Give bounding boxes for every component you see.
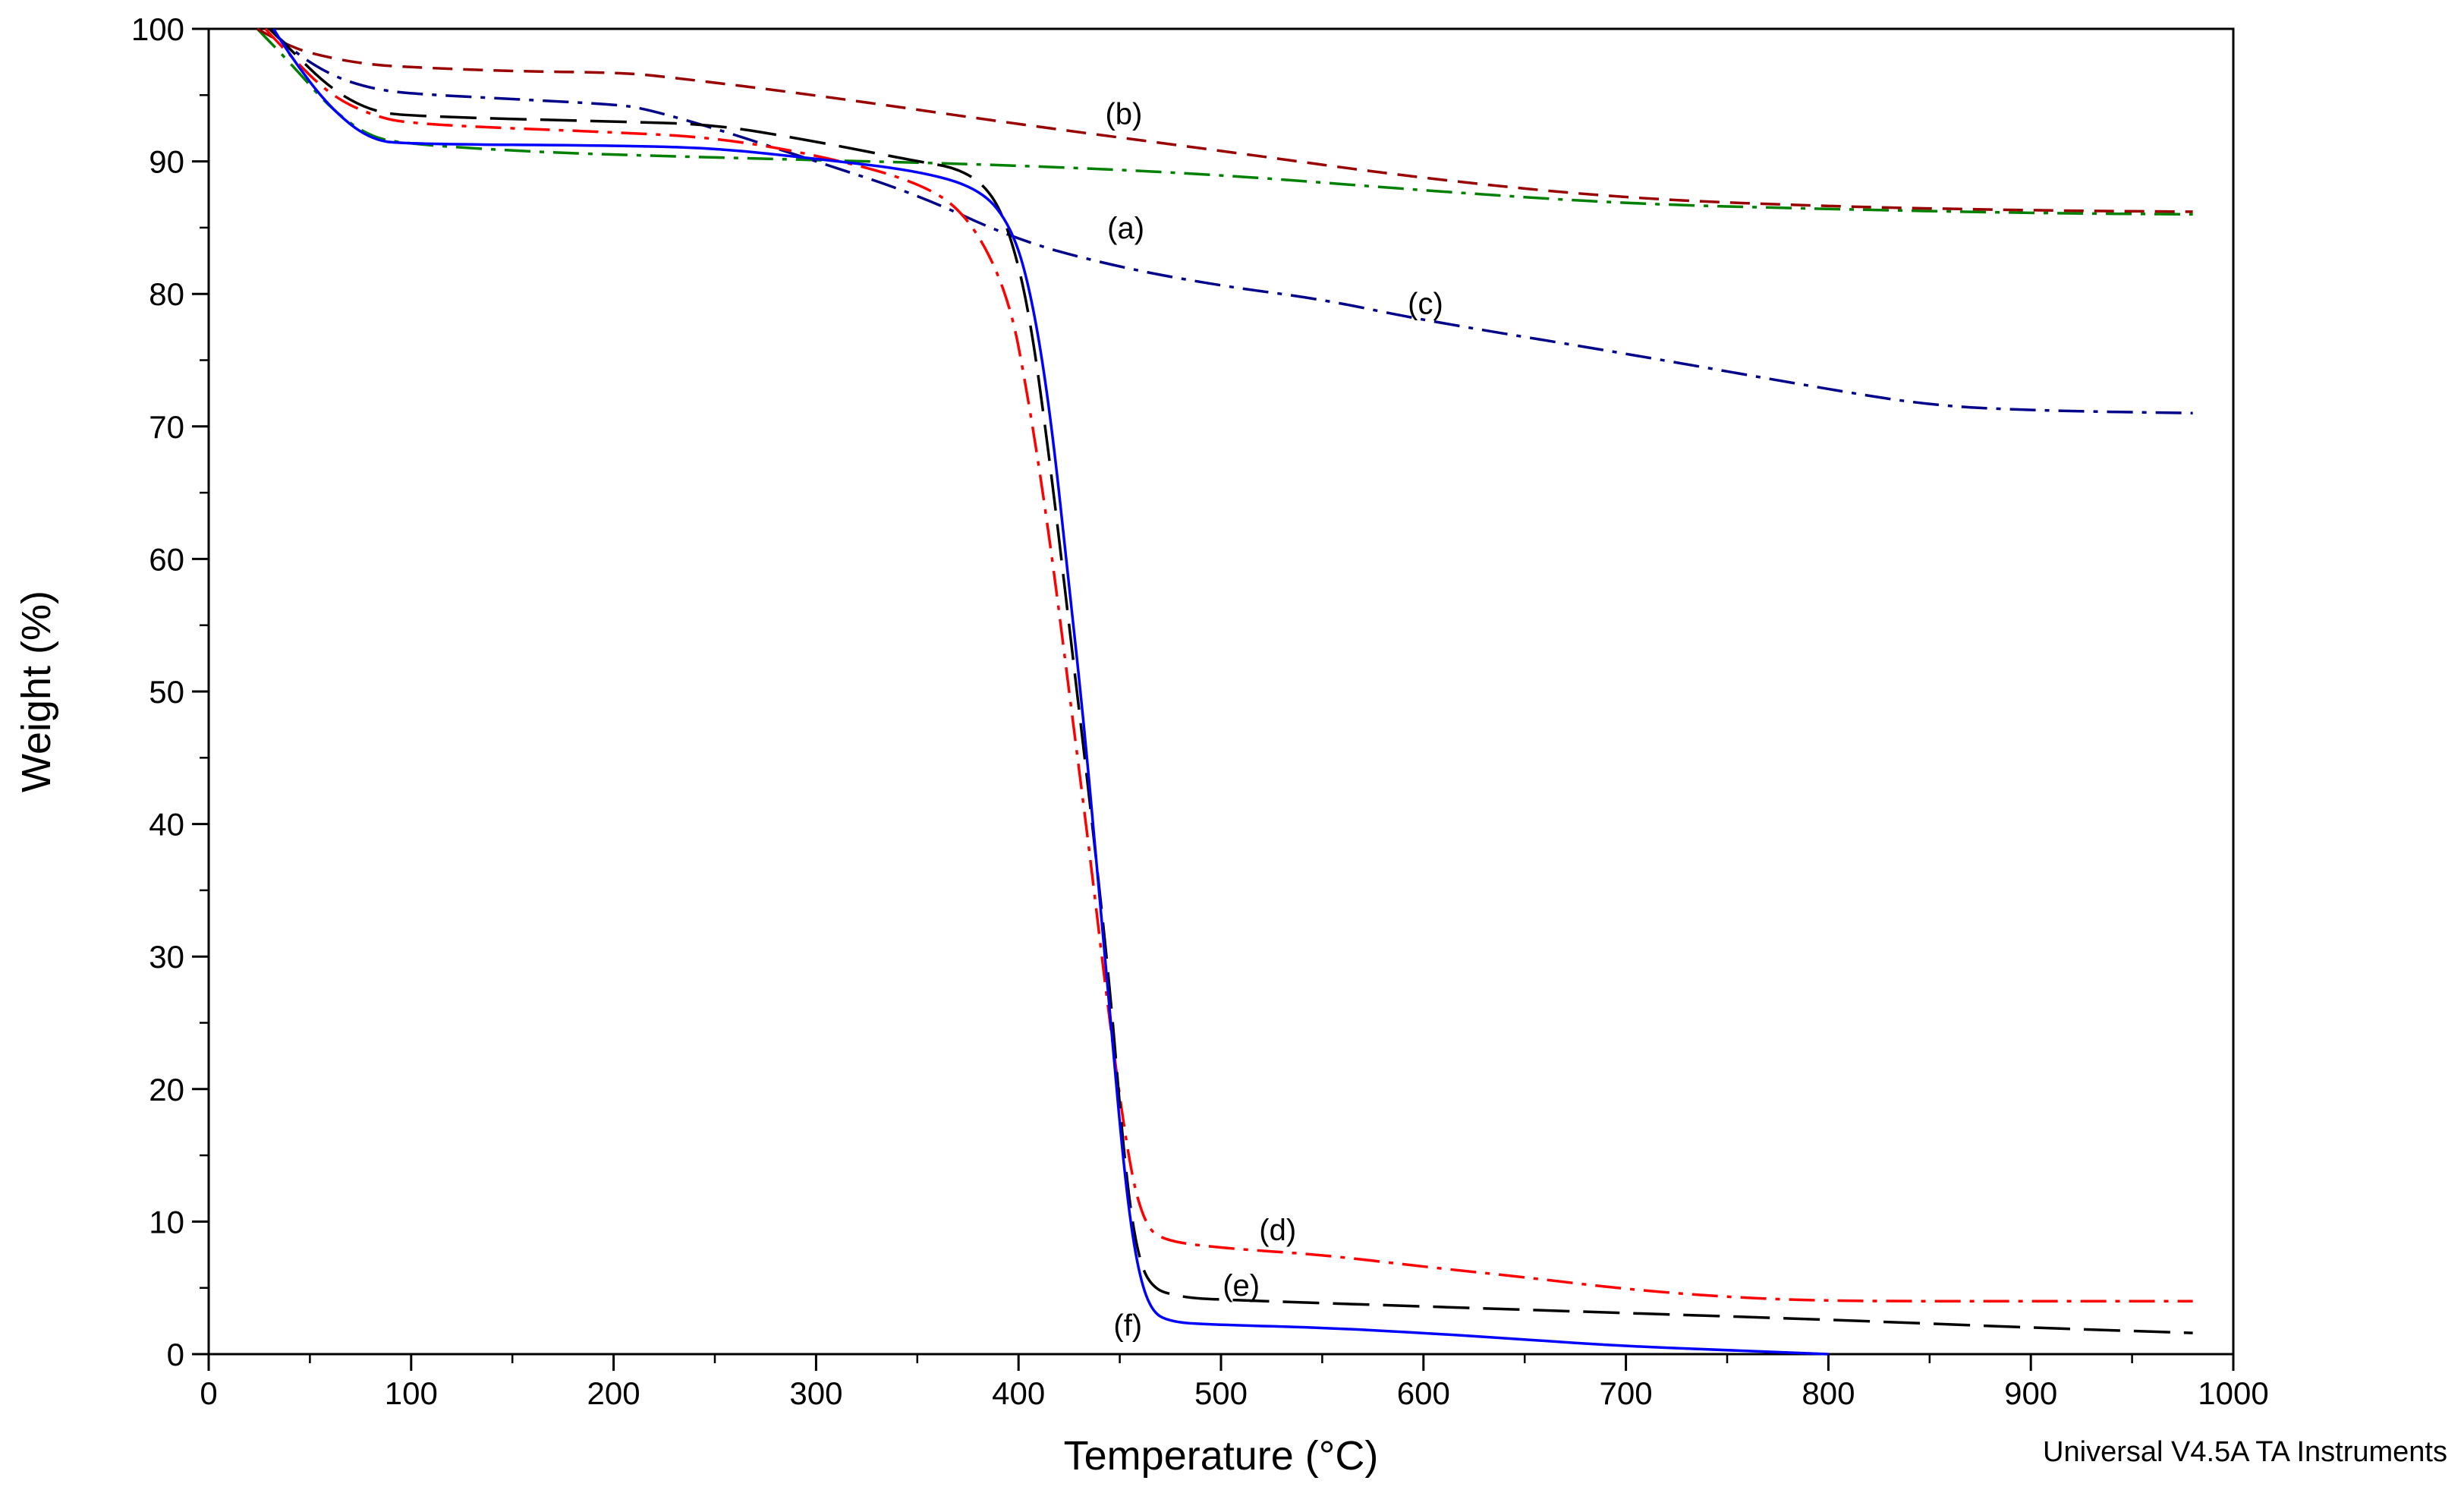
series-label-d: (d) <box>1259 1214 1296 1247</box>
y-tick-label: 100 <box>131 11 184 47</box>
x-tick-label: 700 <box>1600 1375 1653 1411</box>
y-tick-label: 0 <box>167 1337 184 1372</box>
series-line-d <box>264 27 2193 1303</box>
y-tick-label: 80 <box>149 276 184 312</box>
series-label-b: (b) <box>1105 98 1142 131</box>
series-line-c <box>268 27 2193 415</box>
series-label-a: (a) <box>1107 212 1144 245</box>
series-line-e <box>268 27 2193 1334</box>
instrument-footer-note: Universal V4.5A TA Instruments <box>2043 1436 2447 1468</box>
x-tick-label: 1000 <box>2198 1375 2268 1411</box>
x-tick-label: 200 <box>587 1375 640 1411</box>
data-series <box>256 27 2193 1356</box>
y-tick-label: 70 <box>149 409 184 445</box>
x-tick-label: 100 <box>385 1375 438 1411</box>
series-label-f: (f) <box>1113 1309 1142 1343</box>
y-tick-label: 10 <box>149 1204 184 1240</box>
series-line-b <box>256 27 2193 213</box>
y-tick-label: 50 <box>149 674 184 710</box>
axis-ticks: 0 100 200 300 400 500 600 700 800 900 1000 0 10 20 30 4… <box>131 11 2269 1411</box>
x-tick-label: 800 <box>1802 1375 1855 1411</box>
x-axis-title: Temperature (°C) <box>1064 1433 1379 1479</box>
series-label-e: (e) <box>1223 1269 1260 1303</box>
y-axis-title: Weight (%) <box>14 591 59 792</box>
series-labels: (a) (b) (c) (d) (e) (f) <box>1105 98 1443 1343</box>
x-tick-label: 900 <box>2004 1375 2057 1411</box>
x-tick-label: 600 <box>1397 1375 1450 1411</box>
x-tick-label: 400 <box>992 1375 1045 1411</box>
series-label-c: (c) <box>1408 287 1443 320</box>
y-tick-label: 60 <box>149 541 184 577</box>
y-tick-label: 40 <box>149 807 184 843</box>
y-tick-label: 20 <box>149 1072 184 1107</box>
y-tick-label: 90 <box>149 144 184 180</box>
series-line-f <box>272 28 1829 1356</box>
x-tick-label: 300 <box>789 1375 842 1411</box>
y-tick-label: 30 <box>149 939 184 975</box>
x-tick-label: 0 <box>200 1375 217 1411</box>
x-tick-label: 500 <box>1194 1375 1248 1411</box>
plot-frame <box>207 27 2235 1356</box>
series-line-a <box>256 27 2193 216</box>
